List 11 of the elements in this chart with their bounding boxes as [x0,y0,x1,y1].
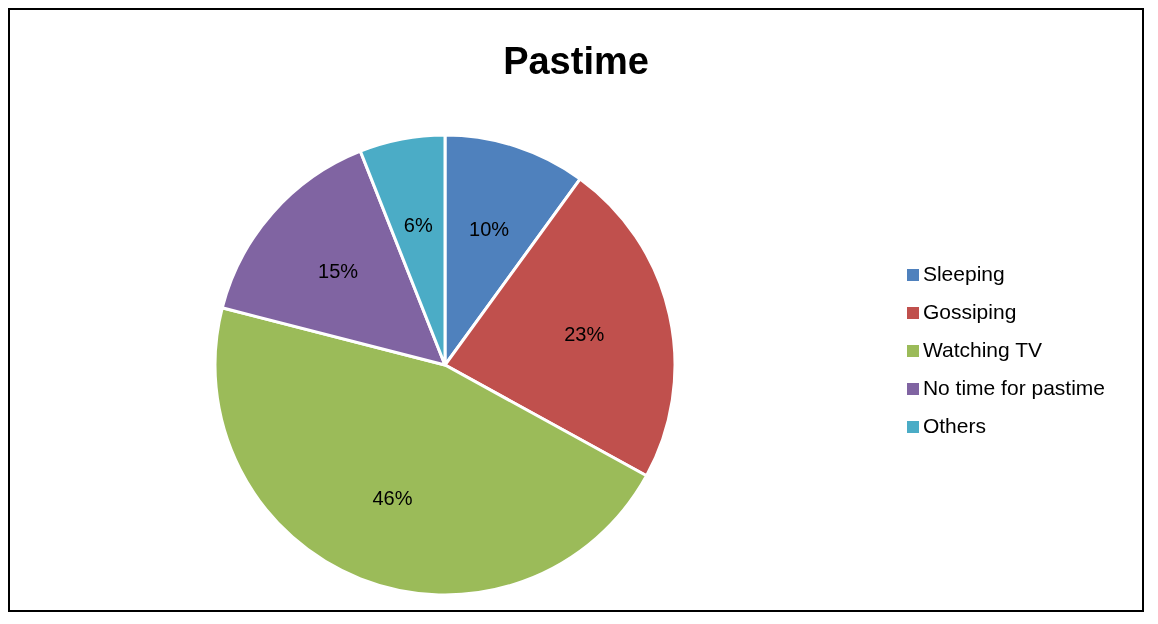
chart-title: Pastime [502,40,650,84]
data-label: 15% [318,259,359,282]
data-label: 10% [469,218,510,241]
legend-label: Sleeping [922,262,1005,285]
data-label: 6% [403,213,433,236]
legend-label: Watching TV [922,338,1042,361]
data-label: 23% [564,322,605,345]
legend-label: Others [922,414,986,437]
legend-label: No time for pastime [922,376,1105,399]
data-label: 46% [372,486,413,509]
legend-label: Gossiping [922,300,1017,323]
